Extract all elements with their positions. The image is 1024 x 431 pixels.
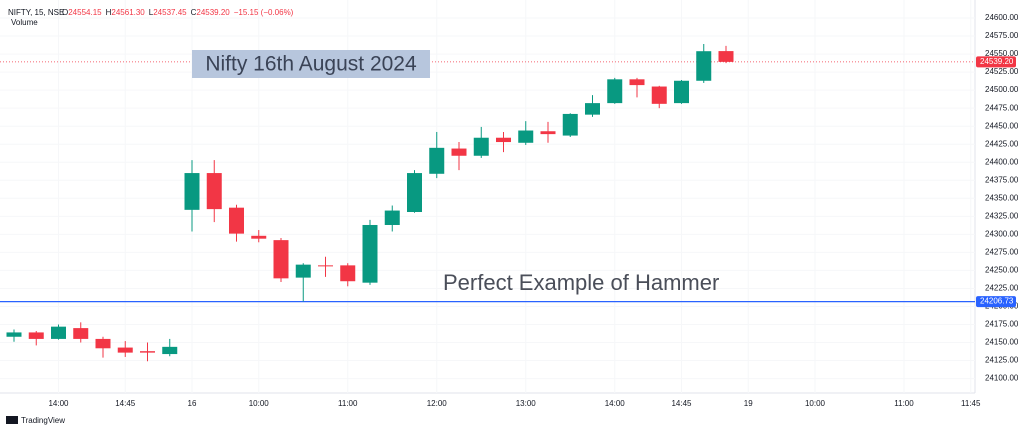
y-tick-label: 24450.00 bbox=[985, 121, 1019, 130]
candle-body bbox=[95, 338, 111, 349]
x-tick-label: 12:00 bbox=[427, 399, 448, 408]
brand-logo bbox=[6, 416, 18, 424]
change: −15.15 (−0.06%) bbox=[234, 8, 294, 17]
candle-body bbox=[162, 346, 178, 355]
price-label-box bbox=[976, 56, 1016, 68]
price-label: 24539.20 bbox=[980, 57, 1014, 66]
candle-body bbox=[362, 224, 378, 283]
candle-body bbox=[585, 103, 600, 115]
ohlc-key: O bbox=[62, 8, 68, 17]
y-tick-label: 24525.00 bbox=[985, 67, 1019, 76]
candle-body bbox=[674, 80, 689, 104]
y-tick-label: 24250.00 bbox=[985, 266, 1019, 275]
candle-body bbox=[51, 326, 66, 339]
y-tick-label: 24575.00 bbox=[985, 31, 1019, 40]
ohlc-value: 24561.30 bbox=[111, 8, 145, 17]
y-tick-label: 24125.00 bbox=[985, 356, 1019, 365]
y-tick-label: 24600.00 bbox=[985, 13, 1019, 22]
candle-body bbox=[384, 210, 400, 225]
axes: 24100.0024125.0024150.0024175.0024200.00… bbox=[48, 13, 1018, 408]
candle-body bbox=[407, 173, 422, 213]
candle-body bbox=[318, 265, 333, 267]
ohlc-key: C bbox=[191, 8, 197, 17]
x-tick-label: 11:00 bbox=[894, 399, 914, 408]
candle-body bbox=[429, 147, 445, 174]
grid bbox=[0, 0, 975, 393]
candle-body bbox=[718, 51, 734, 62]
y-tick-label: 24150.00 bbox=[985, 338, 1019, 347]
candle-body bbox=[473, 137, 489, 156]
candle-body bbox=[251, 235, 267, 239]
x-tick-label: 10:00 bbox=[249, 399, 270, 408]
x-tick-label: 14:45 bbox=[115, 399, 136, 408]
symbol: NIFTY, 15, NSE bbox=[8, 8, 64, 17]
y-tick-label: 24500.00 bbox=[985, 85, 1019, 94]
candle-body bbox=[295, 264, 311, 278]
candle-body bbox=[607, 79, 623, 104]
candle-body bbox=[562, 113, 578, 136]
candles bbox=[6, 43, 734, 362]
candle-body bbox=[117, 347, 133, 353]
annotation: Perfect Example of Hammer bbox=[443, 270, 719, 295]
y-tick-label: 24100.00 bbox=[985, 374, 1019, 383]
x-tick-label: 14:00 bbox=[48, 399, 69, 408]
y-tick-label: 24425.00 bbox=[985, 139, 1019, 148]
y-tick-label: 24300.00 bbox=[985, 229, 1019, 238]
candle-body bbox=[518, 130, 534, 143]
candle-body bbox=[451, 148, 467, 156]
candle-body bbox=[696, 51, 712, 81]
y-tick-label: 24550.00 bbox=[985, 49, 1019, 58]
candle-body bbox=[540, 131, 556, 135]
price-lines bbox=[0, 61, 975, 303]
ohlc-value: 24537.45 bbox=[153, 8, 187, 17]
x-tick-label: 14:45 bbox=[671, 399, 692, 408]
y-tick-label: 24225.00 bbox=[985, 284, 1019, 293]
ohlc: O24554.15 H24561.30 L24537.45 C24539.20 −15.… bbox=[62, 8, 294, 17]
price-label: 24206.73 bbox=[980, 297, 1014, 306]
y-tick-label: 24375.00 bbox=[985, 175, 1019, 184]
y-tick-label: 24350.00 bbox=[985, 193, 1019, 202]
candle-body bbox=[340, 265, 356, 282]
ohlc-value: 24554.15 bbox=[68, 8, 102, 17]
candle-body bbox=[184, 173, 200, 210]
y-tick-label: 24275.00 bbox=[985, 247, 1019, 256]
candle-body bbox=[629, 79, 645, 86]
x-tick-label: 14:00 bbox=[605, 399, 626, 408]
price-label-box bbox=[976, 296, 1016, 308]
candle-body bbox=[651, 86, 667, 104]
candle-body bbox=[140, 351, 155, 353]
x-tick-label: 11:00 bbox=[338, 399, 358, 408]
y-tick-label: 24475.00 bbox=[985, 103, 1019, 112]
brand: TradingView bbox=[21, 416, 65, 425]
ohlc-key: L bbox=[149, 8, 154, 17]
candle-body bbox=[6, 332, 22, 337]
annotation-box bbox=[192, 50, 430, 78]
candle-body bbox=[206, 173, 222, 210]
y-tick-label: 24325.00 bbox=[985, 211, 1019, 220]
candle-body bbox=[28, 332, 44, 339]
y-tick-label: 24400.00 bbox=[985, 157, 1019, 166]
x-tick-label: 11:45 bbox=[961, 399, 981, 408]
x-tick-label: 16 bbox=[188, 399, 197, 408]
candle-body bbox=[273, 240, 289, 279]
y-tick-label: 24175.00 bbox=[985, 320, 1019, 329]
candle-body bbox=[496, 137, 511, 143]
x-tick-label: 10:00 bbox=[805, 399, 826, 408]
candle-body bbox=[73, 328, 89, 339]
candle-body bbox=[229, 207, 244, 234]
volume-label: Volume bbox=[11, 18, 38, 27]
x-tick-label: 13:00 bbox=[516, 399, 537, 408]
ohlc-value: 24539.20 bbox=[196, 8, 230, 17]
annotation: Nifty 16th August 2024 bbox=[205, 53, 417, 76]
x-tick-label: 19 bbox=[744, 399, 753, 408]
ohlc-key: H bbox=[106, 8, 112, 17]
